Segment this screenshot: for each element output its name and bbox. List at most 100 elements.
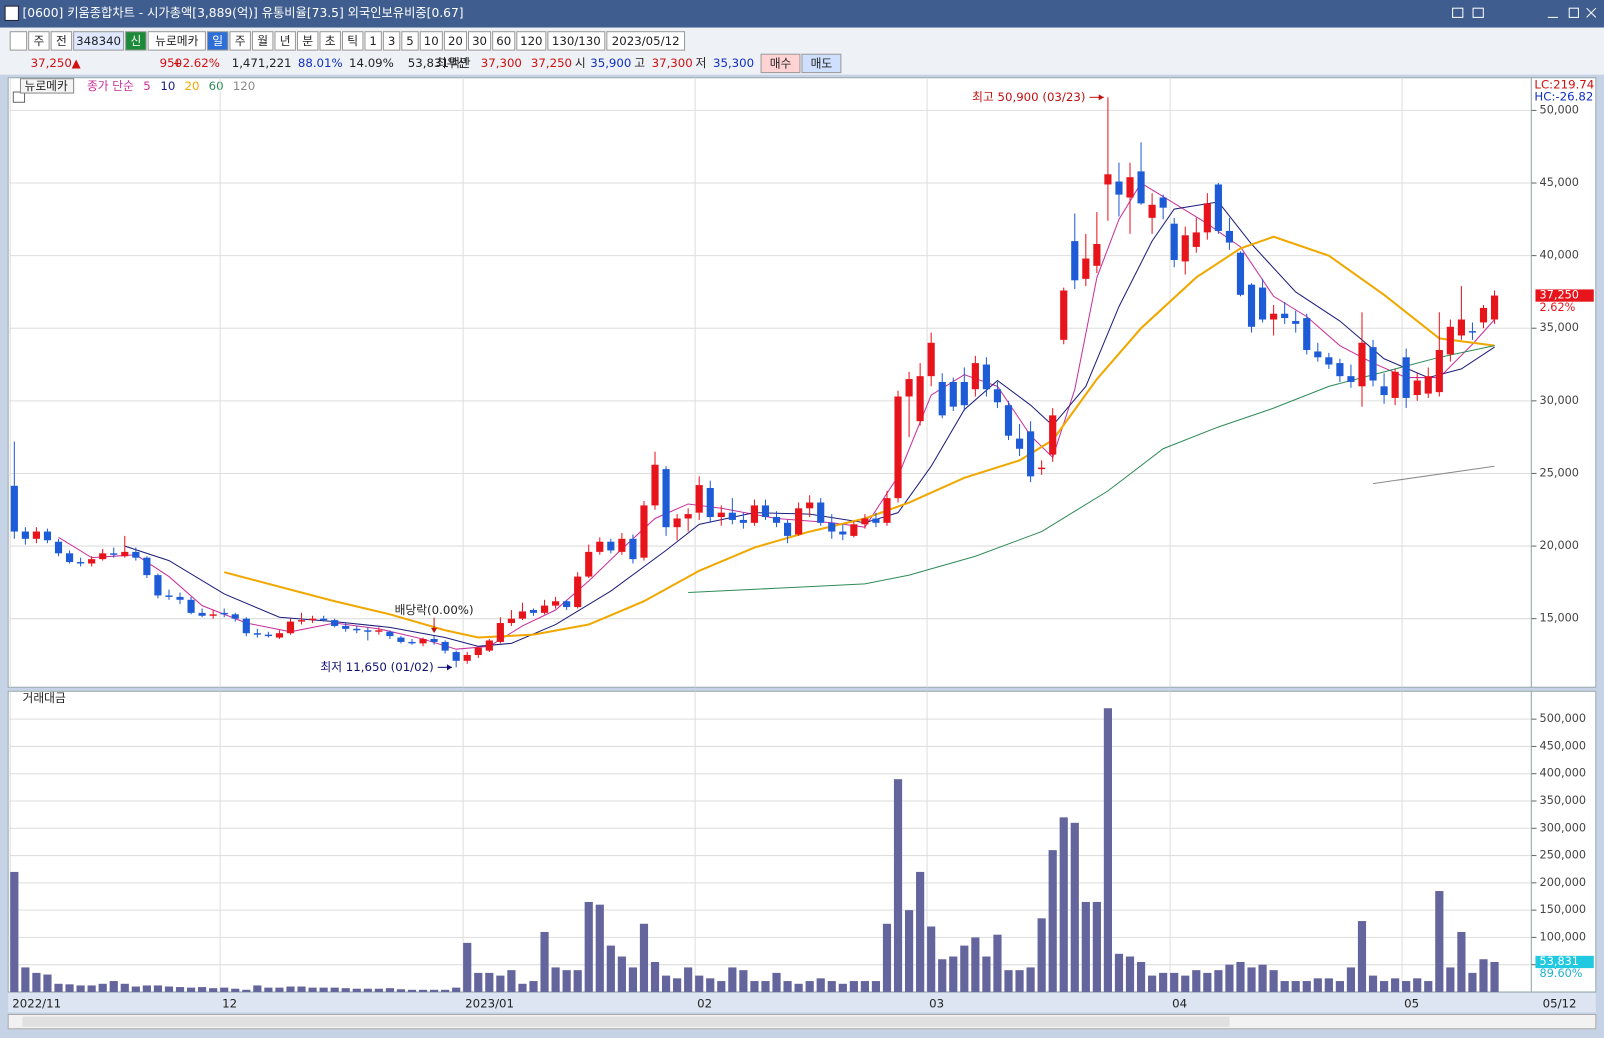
- window-controls[interactable]: [1452, 7, 1597, 18]
- x-tick-label: 12: [222, 997, 237, 1011]
- trade-button-label[interactable]: 매수: [770, 56, 792, 70]
- volume-bar: [1236, 961, 1245, 992]
- candle-body: [88, 559, 96, 564]
- toolbar-button[interactable]: [50, 31, 73, 51]
- toolbar-button[interactable]: [606, 31, 686, 51]
- toolbar-label[interactable]: 주: [33, 34, 44, 48]
- volume-bar: [1004, 970, 1013, 992]
- toolbar-label[interactable]: 3: [388, 34, 395, 48]
- toolbar-button[interactable]: [125, 31, 147, 51]
- toolbar-button[interactable]: [28, 31, 50, 51]
- toolbar-button[interactable]: [147, 31, 206, 51]
- candle-body: [1082, 258, 1090, 279]
- toolbar-label[interactable]: 5: [406, 34, 413, 48]
- toolbar-label[interactable]: 초: [325, 34, 336, 48]
- toolbar-label[interactable]: 348340: [76, 34, 121, 48]
- candle-body: [264, 634, 272, 637]
- toolbar-button[interactable]: [73, 31, 125, 51]
- candle-body: [1181, 235, 1189, 262]
- quote-item: 최우선: [436, 56, 468, 70]
- toolbar-button[interactable]: [443, 31, 467, 51]
- toolbar-button[interactable]: [274, 31, 296, 51]
- candle-body: [1380, 386, 1388, 396]
- toolbar-button[interactable]: [341, 31, 364, 51]
- toolbar-button[interactable]: [401, 31, 419, 51]
- control-icon[interactable]: [1452, 7, 1464, 18]
- y-tick-label: 40,000: [1540, 249, 1579, 262]
- toolbar-label[interactable]: 틱: [347, 34, 358, 48]
- scroll-thumb[interactable]: [22, 1016, 1230, 1027]
- toolbar-label[interactable]: 30: [472, 34, 487, 48]
- toolbar-button[interactable]: [382, 31, 401, 51]
- volume-bar: [617, 956, 626, 992]
- candle-body: [695, 485, 703, 513]
- price-axis: [1530, 77, 1597, 688]
- control-icon[interactable]: [1472, 7, 1484, 18]
- volume-bar: [275, 987, 284, 992]
- volume-bar: [109, 981, 118, 992]
- candle-body: [220, 612, 228, 615]
- toolbar-label[interactable]: 1: [369, 34, 376, 48]
- toolbar-label[interactable]: 신: [130, 34, 141, 48]
- trade-button[interactable]: [801, 53, 842, 74]
- legend-stock: 뉴로메카: [25, 79, 68, 93]
- trade-button-label[interactable]: 매도: [811, 56, 833, 70]
- volume-bar: [960, 945, 969, 992]
- toolbar-label[interactable]: 일: [212, 34, 223, 48]
- candle-body: [1413, 380, 1421, 396]
- toolbar-button[interactable]: [229, 31, 251, 51]
- candle-body: [10, 485, 18, 532]
- x-tick-label: 02: [697, 997, 712, 1011]
- volume-bar: [529, 981, 538, 992]
- quote-item: 37,300: [481, 56, 522, 70]
- y-tick-label: 500,000: [1540, 712, 1587, 725]
- toolbar-button[interactable]: [251, 31, 274, 51]
- close[interactable]: [1586, 7, 1597, 18]
- maximize[interactable]: [1568, 7, 1579, 18]
- candle-body: [286, 621, 295, 634]
- toolbar-label[interactable]: 년: [280, 34, 291, 48]
- candle-body: [927, 342, 935, 377]
- toolbar-label[interactable]: 뉴로메카: [155, 34, 198, 48]
- volume-bar: [1159, 972, 1168, 992]
- candle-body: [143, 557, 151, 576]
- volume-bar: [21, 967, 30, 992]
- candle-body: [231, 614, 239, 619]
- candle-body: [1192, 232, 1200, 247]
- toolbar-label[interactable]: 20: [448, 34, 463, 48]
- toolbar-label[interactable]: 월: [257, 34, 268, 48]
- toolbar-label[interactable]: 10: [424, 34, 439, 48]
- volume-bar: [1424, 981, 1433, 992]
- toolbar-button[interactable]: [516, 31, 547, 51]
- candle-body: [1347, 376, 1355, 382]
- toolbar-icon[interactable]: [9, 31, 28, 51]
- y-tick-label: 35,000: [1540, 321, 1579, 334]
- candle-body: [463, 654, 471, 661]
- toolbar-button[interactable]: [364, 31, 382, 51]
- candle-body: [397, 637, 405, 642]
- candle-body: [1214, 184, 1222, 231]
- toolbar-label[interactable]: 130/130: [552, 34, 601, 48]
- toolbar-button[interactable]: [492, 31, 516, 51]
- toolbar-label[interactable]: 60: [496, 34, 511, 48]
- toolbar-button[interactable]: [468, 31, 492, 51]
- volume-bar: [220, 987, 229, 992]
- trade-button[interactable]: [760, 53, 801, 74]
- toolbar-label[interactable]: 전: [56, 34, 67, 48]
- toolbar-button[interactable]: [296, 31, 319, 51]
- candle-body: [1015, 438, 1024, 449]
- toolbar-label[interactable]: 분: [302, 34, 313, 48]
- toolbar-label[interactable]: 120: [520, 34, 542, 48]
- toolbar-button[interactable]: [206, 31, 229, 51]
- title-bar: [0, 0, 1604, 28]
- toolbar-label[interactable]: 주: [235, 34, 246, 48]
- toolbar-label[interactable]: 2023/05/12: [612, 34, 680, 48]
- toolbar-button[interactable]: [419, 31, 443, 51]
- volume-bar: [463, 942, 472, 992]
- toolbar-button[interactable]: [547, 31, 606, 51]
- volume-bar: [1048, 850, 1057, 992]
- candle-body: [894, 396, 902, 499]
- quote-item: 14.09%: [349, 56, 394, 70]
- volume-bar: [982, 956, 991, 992]
- toolbar-button[interactable]: [319, 31, 341, 51]
